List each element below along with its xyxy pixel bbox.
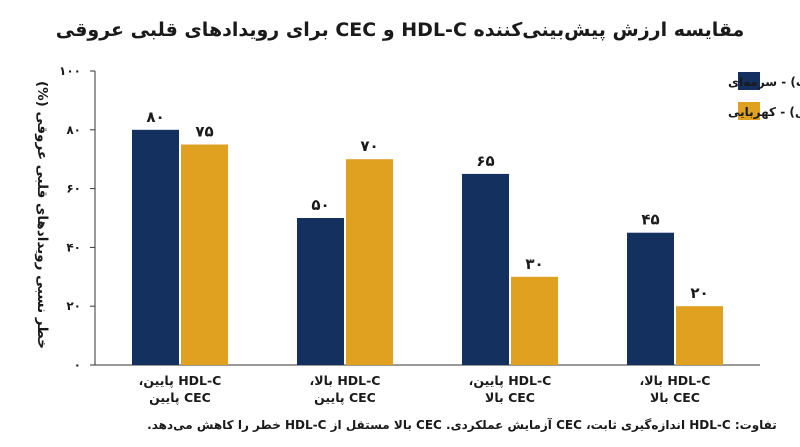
y-tick-label: ۴۰ bbox=[66, 240, 81, 254]
legend-label: HDL-C (غلظت) - سرمه‌ای bbox=[728, 75, 800, 89]
bar-value-label: ۷۰ bbox=[360, 137, 378, 155]
y-tick-label: ۲۰ bbox=[66, 299, 81, 313]
bar-value-label: ۶۵ bbox=[476, 152, 494, 170]
bars bbox=[132, 129, 723, 365]
category-label-line2: CEC پایین bbox=[314, 390, 376, 405]
legend-swatch bbox=[738, 102, 760, 120]
bar bbox=[511, 276, 558, 365]
y-axis-ticks: ۰ ۲۰ ۴۰ ۶۰ ۸۰ ۱۰۰ bbox=[59, 64, 95, 372]
bar-value-label: ۲۰ bbox=[690, 284, 708, 302]
legend-swatch bbox=[738, 72, 760, 90]
y-tick-label: ۶۰ bbox=[66, 182, 81, 196]
y-tick-label: ۰ bbox=[74, 358, 81, 372]
category-label-line2: CEC پایین bbox=[149, 390, 211, 405]
bar-value-label: ۸۰ bbox=[146, 108, 164, 126]
bar-value-label: ۵۰ bbox=[311, 196, 329, 214]
y-axis-label: خطر نسبی رویدادهای قلبی عروقی (%) bbox=[34, 81, 50, 349]
bar-value-label: ۳۰ bbox=[525, 255, 543, 273]
bar-value-label: ۷۵ bbox=[195, 123, 213, 141]
y-tick-label: ۱۰۰ bbox=[59, 64, 81, 78]
bar bbox=[181, 144, 228, 365]
bar bbox=[132, 129, 179, 365]
bar bbox=[462, 173, 509, 365]
category-label-line1: HDL-C بالا، bbox=[310, 373, 381, 388]
category-labels: HDL-C پایین، CEC پایین HDL-C بالا، CEC پایی… bbox=[139, 373, 711, 405]
bar bbox=[346, 159, 393, 365]
category-label-line1: HDL-C بالا، bbox=[640, 373, 711, 388]
category-label-line2: CEC بالا bbox=[485, 390, 535, 405]
bar-value-label: ۴۵ bbox=[641, 211, 659, 229]
bar bbox=[627, 232, 674, 365]
footnote: تفاوت: HDL-C اندازه‌گیری ثابت، CEC آزمای… bbox=[147, 417, 777, 433]
category-label-line2: CEC بالا bbox=[650, 390, 700, 405]
legend: HDL-C (غلظت) - سرمه‌ای CEC (ظرفیت تخلیه ک… bbox=[728, 72, 800, 120]
chart-title: مقایسه ارزش پیش‌بینی‌کننده HDL-C و CEC ب… bbox=[56, 19, 745, 41]
category-label-line1: HDL-C پایین، bbox=[139, 373, 222, 388]
category-label-line1: HDL-C پایین، bbox=[469, 373, 552, 388]
legend-label: CEC (ظرفیت تخلیه کلسترول) - کهربایی bbox=[728, 105, 800, 120]
data-labels: ۸۰ ۵۰ ۶۵ ۴۵ ۷۵ ۷۰ ۳۰ ۲۰ bbox=[146, 108, 708, 302]
bar bbox=[676, 306, 723, 365]
bar bbox=[297, 218, 344, 365]
y-tick-label: ۸۰ bbox=[66, 123, 81, 137]
